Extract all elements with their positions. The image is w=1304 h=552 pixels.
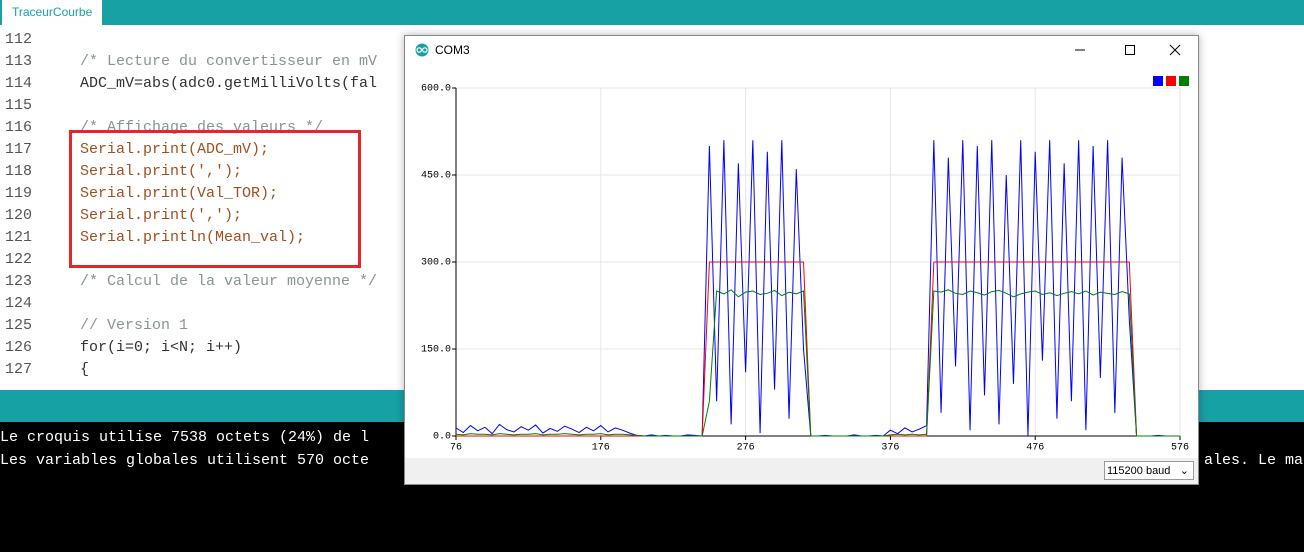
legend-swatch	[1179, 76, 1189, 86]
plot: 0.0 150.0 300.0 450.0 600.0 76 176 276 376 476 576	[421, 76, 1189, 454]
code-line: Serial.print(Val_TOR);	[80, 185, 279, 202]
series-line	[455, 289, 1180, 437]
console-line: Le croquis utilise 7538 octets (24%) de …	[0, 429, 370, 446]
app-icon	[415, 43, 429, 57]
line-number: 122	[4, 251, 32, 268]
code-line: Serial.print(',');	[80, 207, 243, 224]
line-number: 121	[4, 229, 32, 246]
x-tick-label: 276	[737, 443, 755, 454]
line-number: 112	[4, 31, 32, 48]
line-number: 117	[4, 141, 32, 158]
code-line: Serial.println(Mean_val);	[80, 229, 306, 246]
window-title: COM3	[435, 43, 470, 57]
tab-bar: TraceurCourbe	[0, 0, 1304, 25]
code-line: Serial.print(ADC_mV);	[80, 141, 270, 158]
code-line: ADC_mV=abs(adc0.getMilliVolts(fal	[80, 75, 378, 92]
y-tick-label: 0.0	[433, 432, 451, 443]
line-number: 114	[4, 75, 32, 92]
line-number: 125	[4, 317, 32, 334]
maximize-button[interactable]	[1125, 45, 1135, 55]
baud-label: 115200 baud	[1107, 465, 1171, 477]
y-tick-label: 450.0	[421, 171, 451, 182]
legend-swatch	[1153, 76, 1163, 86]
x-tick-label: 376	[881, 443, 899, 454]
bottom-bar: 115200 baud ⌄	[405, 458, 1198, 484]
highlight-box	[69, 130, 361, 268]
title-bar: COM3	[405, 36, 1198, 64]
baud-select[interactable]: 115200 baud ⌄	[1104, 461, 1194, 480]
code-line: /* Lecture du convertisseur en mV	[80, 53, 378, 70]
y-tick-label: 150.0	[421, 345, 451, 356]
console-line: ales. Le ma	[1204, 452, 1304, 469]
code-line: // Version 1	[80, 317, 189, 334]
x-tick-label: 76	[450, 443, 462, 454]
line-number: 113	[4, 53, 32, 70]
series-line	[455, 140, 1180, 437]
file-tab[interactable]: TraceurCourbe	[2, 0, 103, 25]
dropdown-arrow: ⌄	[1179, 465, 1189, 477]
x-tick-label: 176	[592, 443, 610, 454]
line-number: 123	[4, 273, 32, 290]
y-tick-label: 300.0	[421, 258, 451, 269]
line-number: 119	[4, 185, 32, 202]
line-number: 115	[4, 97, 32, 114]
y-tick-label: 600.0	[421, 84, 451, 95]
line-number: 116	[4, 119, 32, 136]
window-controls	[1075, 44, 1181, 56]
x-tick-label: 576	[1171, 443, 1189, 454]
line-number: 127	[4, 361, 32, 378]
line-number: 126	[4, 339, 32, 356]
x-tick-label: 476	[1026, 443, 1044, 454]
code-line: {	[80, 361, 90, 378]
legend-swatch	[1166, 76, 1176, 86]
line-number: 124	[4, 295, 32, 312]
close-button[interactable]	[1169, 44, 1181, 56]
line-number: 120	[4, 207, 32, 224]
line-number: 118	[4, 163, 32, 180]
code-line: Serial.print(',');	[80, 163, 243, 180]
serial-plotter-window: COM3 0.0 150.0 300.0 450.0 600.0 76 176 276 376 4…	[404, 35, 1199, 485]
code-line: for(i=0; i<N; i++)	[80, 339, 243, 356]
console-line: Les variables globales utilisent 570 oct…	[0, 452, 370, 469]
code-line: /* Calcul de la valeur moyenne */	[80, 273, 378, 290]
